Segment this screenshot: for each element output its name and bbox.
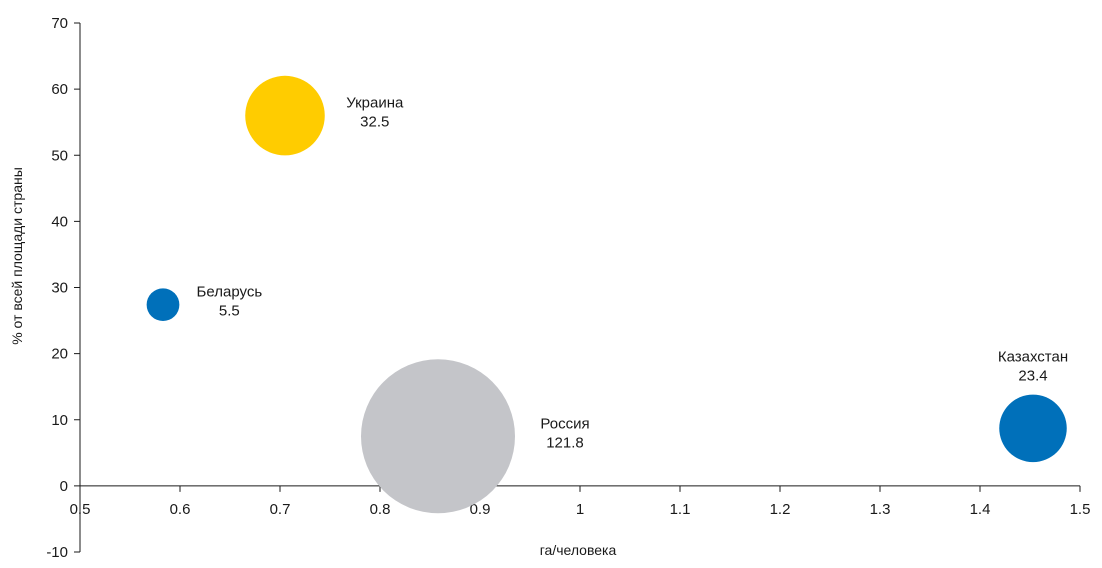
x-tick-label: 1.1 — [670, 501, 691, 518]
bubble-label-country: Беларусь — [197, 284, 263, 301]
y-tick-label: 20 — [51, 346, 68, 363]
x-tick-label: 1.5 — [1070, 501, 1091, 518]
axes: -10 0 10 20 30 40 50 60 70 0.5 0.6 0.7 0.8 0.9 1 1.1 1.2… — [46, 15, 1090, 561]
bubble — [245, 75, 325, 156]
bubble-label-country: Россия — [540, 415, 589, 432]
x-tick-label: 1 — [576, 501, 584, 518]
x-tick-label: 0.9 — [470, 501, 491, 518]
bubble-label-country: Украина — [346, 95, 404, 112]
bubble-label-value: 121.8 — [546, 434, 584, 451]
x-tick-label: 0.6 — [170, 501, 191, 518]
x-tick-label: 0.5 — [70, 501, 91, 518]
y-tick-label: 40 — [51, 213, 68, 230]
x-tick-label: 0.7 — [270, 501, 291, 518]
bubble — [999, 394, 1067, 463]
bubble-label-country: Казахстан — [998, 349, 1068, 366]
bubble-label-value: 5.5 — [219, 303, 240, 320]
bubble-labels: Украина 32.5 Беларусь 5.5 Россия 121.8 Казахст… — [197, 95, 1069, 452]
x-tick-label: 1.2 — [770, 501, 791, 518]
y-tick-label: -10 — [46, 544, 68, 561]
y-tick-label: 0 — [60, 478, 68, 495]
bubbles — [146, 75, 1067, 514]
bubble — [361, 359, 515, 514]
x-tick-label: 1.3 — [870, 501, 891, 518]
bubble-label-value: 32.5 — [360, 114, 389, 131]
bubble — [146, 288, 180, 322]
x-tick-label: 1.4 — [970, 501, 991, 518]
y-tick-label: 70 — [51, 15, 68, 32]
x-tick-label: 0.8 — [370, 501, 391, 518]
bubble-label-value: 23.4 — [1018, 368, 1047, 385]
y-axis-title: % от всей площади страны — [9, 167, 25, 345]
y-tick-label: 60 — [51, 81, 68, 98]
y-tick-label: 30 — [51, 280, 68, 297]
y-tick-label: 50 — [51, 147, 68, 164]
y-tick-label: 10 — [51, 412, 68, 429]
x-axis-title: га/человека — [540, 542, 617, 558]
